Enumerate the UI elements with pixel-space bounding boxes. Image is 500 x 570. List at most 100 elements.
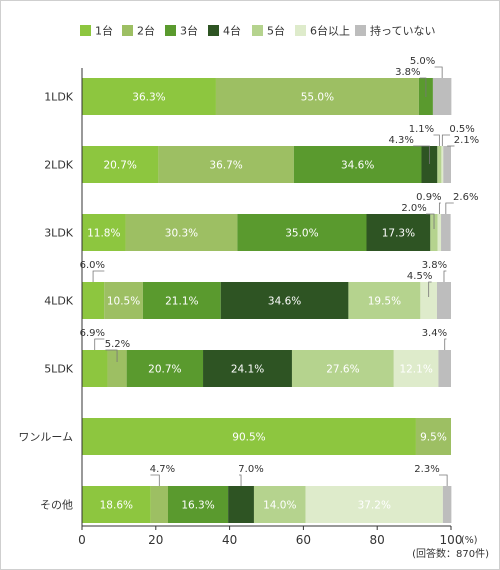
bar-segment — [228, 486, 254, 523]
data-label: 9.5% — [420, 432, 447, 444]
x-tick-label: 0 — [78, 533, 86, 547]
x-unit-label: (%) — [461, 535, 477, 546]
leader-line — [94, 338, 105, 350]
bar-segment — [438, 350, 451, 387]
data-label: 19.5% — [368, 296, 401, 308]
data-label: 4.5% — [407, 271, 432, 282]
data-label: 24.1% — [231, 364, 264, 376]
leader-line — [239, 474, 242, 486]
bar-segment — [82, 418, 416, 455]
leader-line — [434, 66, 443, 78]
data-label: 34.6% — [341, 160, 374, 172]
data-label: 2.1% — [454, 135, 479, 146]
bar-segment — [82, 486, 151, 523]
leader-line — [105, 349, 118, 362]
bar-segment — [237, 214, 367, 251]
bar-segment — [437, 146, 442, 183]
legend-swatch — [208, 25, 219, 36]
legend-label: 2台 — [137, 24, 155, 38]
legend-swatch — [252, 25, 263, 36]
bar-segment — [415, 418, 451, 455]
legend-swatch — [80, 25, 91, 36]
data-label: 3.4% — [422, 328, 447, 339]
bar-segment — [82, 282, 105, 319]
bar-segment — [126, 350, 204, 387]
category-label: 3LDK — [44, 227, 74, 240]
leader-line — [426, 213, 435, 229]
x-tick-label: 40 — [222, 533, 237, 547]
x-tick-label: 100 — [440, 533, 463, 547]
bar-segment — [432, 78, 452, 115]
x-tick-label: 80 — [370, 533, 385, 547]
bar-segment — [293, 146, 422, 183]
category-label: 1LDK — [44, 91, 74, 104]
bar-segment — [150, 486, 168, 523]
data-label: 16.3% — [181, 500, 214, 512]
data-label: 37.2% — [358, 500, 391, 512]
legend-label: 5台 — [267, 24, 285, 38]
bar-segment — [443, 146, 451, 183]
data-label: 10.5% — [107, 296, 140, 308]
data-label: 36.3% — [132, 92, 165, 104]
legend-swatch — [295, 25, 306, 36]
data-label: 5.2% — [105, 339, 130, 350]
leader-line — [445, 202, 454, 214]
legend-label: 1台 — [95, 24, 113, 38]
bar-segment — [203, 350, 292, 387]
legend-label: 6台以上 — [310, 24, 350, 38]
data-label: 6.9% — [80, 328, 105, 339]
data-label: 0.9% — [416, 192, 441, 203]
bar-segment — [442, 486, 452, 523]
x-tick-label: 20 — [148, 533, 163, 547]
leader-line — [438, 202, 441, 214]
leader-line — [441, 134, 451, 146]
bar-segment — [366, 214, 431, 251]
legend-swatch — [165, 25, 176, 36]
leader-line — [428, 281, 432, 297]
legend-label: 4台 — [223, 24, 241, 38]
response-count-note: (回答数：870件) — [412, 547, 489, 560]
data-label: 36.7% — [209, 160, 242, 172]
bar-segment — [158, 146, 294, 183]
data-label: 17.3% — [382, 228, 415, 240]
legend-swatch — [355, 25, 366, 36]
bar-segment — [82, 214, 126, 251]
data-label: 21.1% — [165, 296, 198, 308]
bar-segment — [215, 78, 419, 115]
bar-segment — [82, 350, 108, 387]
bar-segment — [82, 78, 216, 115]
data-label: 35.0% — [285, 228, 318, 240]
data-label: 55.0% — [301, 92, 334, 104]
x-tick-label: 60 — [296, 533, 311, 547]
data-label: 2.6% — [453, 192, 478, 203]
bar-segment — [107, 350, 127, 387]
bar-segment — [437, 214, 442, 251]
leader-line — [443, 270, 447, 282]
data-label: 1.1% — [409, 124, 434, 135]
bar-segment — [104, 282, 143, 319]
leader-line — [413, 145, 430, 164]
bar-segment — [420, 282, 437, 319]
data-label: 30.3% — [165, 228, 198, 240]
data-label: 2.3% — [414, 464, 439, 475]
data-label: 90.5% — [232, 432, 265, 444]
data-label: 20.7% — [148, 364, 181, 376]
bar-segment — [441, 146, 444, 183]
leader-line — [92, 270, 105, 282]
category-label: 5LDK — [44, 363, 74, 376]
data-label: 2.0% — [401, 203, 426, 214]
leader-line — [419, 77, 427, 97]
data-label: 3.8% — [395, 67, 420, 78]
bar-segment — [125, 214, 238, 251]
category-label: その他 — [40, 499, 73, 512]
data-label: 11.8% — [87, 228, 120, 240]
data-label: 34.6% — [268, 296, 301, 308]
legend-swatch — [122, 25, 133, 36]
category-label: ワンルーム — [18, 431, 73, 444]
bar-segment — [220, 282, 349, 319]
data-label: 27.6% — [326, 364, 359, 376]
category-label: 2LDK — [44, 159, 74, 172]
data-label: 5.0% — [410, 56, 435, 67]
bar-segment — [430, 214, 438, 251]
